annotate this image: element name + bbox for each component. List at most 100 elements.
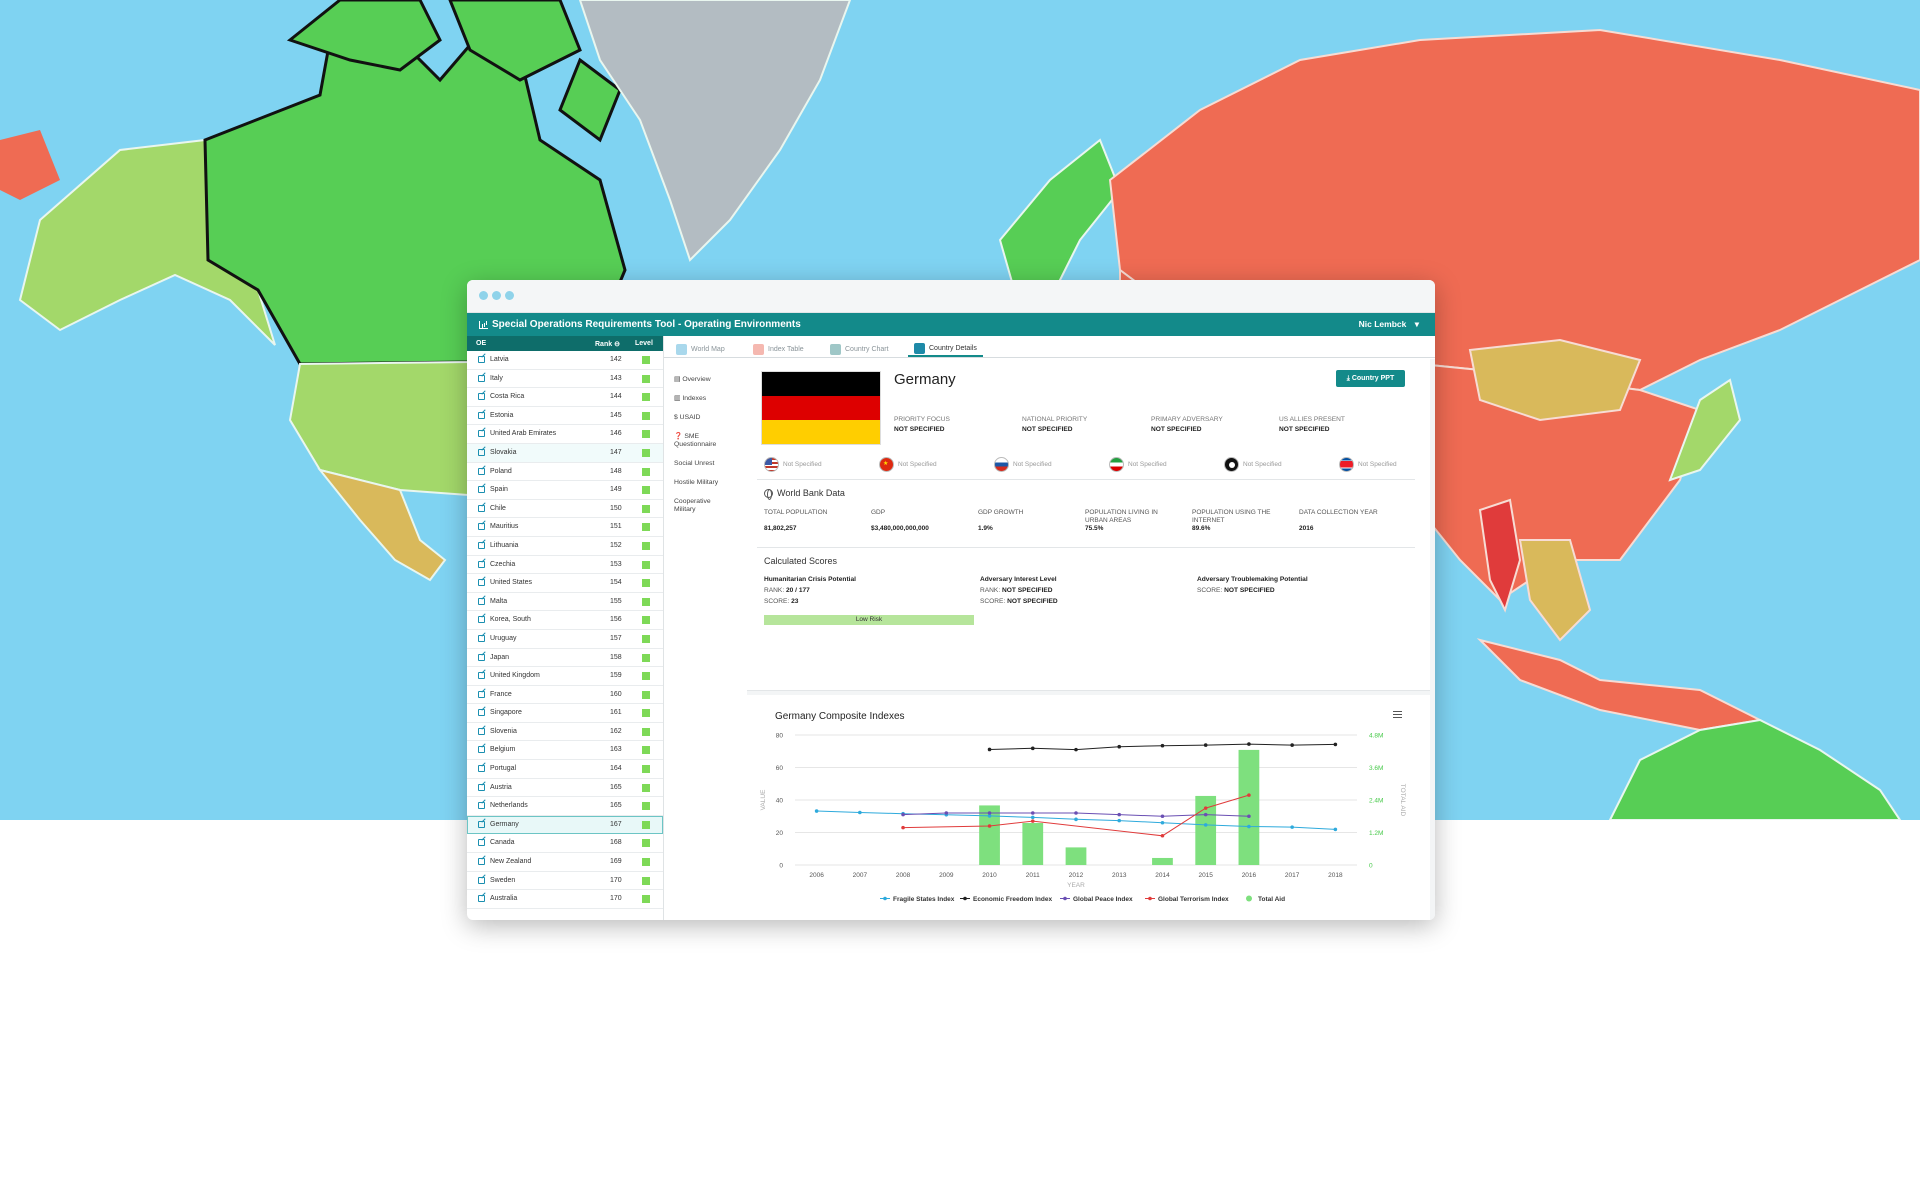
oe-row[interactable]: Singapore 161 [467, 704, 663, 723]
menu-item-social-unrest[interactable]: Social Unrest [674, 460, 715, 467]
edit-icon[interactable] [478, 690, 485, 698]
edit-icon[interactable] [478, 783, 485, 791]
menu-item-hostile-military[interactable]: Hostile Military [674, 479, 719, 486]
edit-icon[interactable] [478, 709, 485, 717]
edit-icon[interactable] [478, 597, 485, 605]
oe-row[interactable]: France 160 [467, 686, 663, 705]
tab-country-details[interactable]: Country Details [908, 341, 983, 357]
edit-icon[interactable] [478, 430, 485, 438]
tab-country-chart[interactable]: Country Chart [824, 341, 895, 357]
oe-row[interactable]: New Zealand 169 [467, 853, 663, 872]
oe-level-indicator [642, 560, 650, 569]
oe-level-indicator [642, 467, 650, 476]
edit-icon[interactable] [478, 486, 485, 494]
edit-icon[interactable] [478, 541, 485, 549]
oe-row[interactable]: Estonia 145 [467, 407, 663, 426]
edit-icon[interactable] [478, 858, 485, 866]
edit-icon[interactable] [478, 504, 485, 512]
oe-row[interactable]: Czechia 153 [467, 556, 663, 575]
edit-icon[interactable] [478, 895, 485, 903]
edit-icon[interactable] [478, 560, 485, 568]
oe-rank: 145 [610, 411, 622, 419]
y-tick-label: 40 [776, 798, 784, 805]
y2-tick-label: 2.4M [1369, 798, 1383, 805]
edit-icon[interactable] [478, 616, 485, 624]
oe-row[interactable]: Germany 167 [467, 815, 663, 835]
column-header-level[interactable]: Level [635, 340, 653, 347]
oe-row[interactable]: Spain 149 [467, 481, 663, 500]
oe-country-name: Australia [490, 895, 518, 903]
oe-row[interactable]: Australia 170 [467, 890, 663, 909]
oe-row[interactable]: Japan 158 [467, 649, 663, 668]
tab-world-map[interactable]: World Map [670, 341, 731, 357]
map-region-russia-west [0, 130, 60, 200]
oe-row[interactable]: Austria 165 [467, 779, 663, 798]
point-global-terrorism-index [1247, 793, 1251, 797]
edit-icon[interactable] [478, 467, 485, 475]
bar-chart-icon [479, 320, 488, 329]
oe-row[interactable]: Belgium 163 [467, 741, 663, 761]
oe-row[interactable]: Costa Rica 144 [467, 388, 663, 407]
point-global-peace-index [1030, 811, 1035, 815]
menu-item-indexes[interactable]: ▥ Indexes [674, 395, 707, 402]
point-economic-freedom-index [1290, 743, 1294, 747]
edit-icon[interactable] [478, 411, 485, 419]
oe-row[interactable]: Poland 148 [467, 463, 663, 482]
edit-icon[interactable] [478, 746, 485, 754]
oe-row[interactable]: Lithuania 152 [467, 537, 663, 556]
window-close-dot[interactable] [479, 291, 488, 300]
edit-icon[interactable] [478, 448, 485, 456]
oe-row[interactable]: Canada 168 [467, 834, 663, 854]
oe-rank: 153 [610, 560, 622, 568]
edit-icon[interactable] [478, 579, 485, 587]
edit-icon[interactable] [478, 393, 485, 401]
oe-row[interactable]: Portugal 164 [467, 760, 663, 779]
oe-rank: 146 [610, 430, 622, 438]
edit-icon[interactable] [478, 727, 485, 735]
edit-icon[interactable] [478, 765, 485, 773]
oe-row[interactable]: United Arab Emirates 146 [467, 425, 663, 444]
menu-item-usaid[interactable]: $ USAID [674, 414, 701, 421]
primary-adversary: PRIMARY ADVERSARY NOT SPECIFIED [1151, 416, 1223, 433]
oe-row[interactable]: United Kingdom 159 [467, 667, 663, 686]
edit-icon[interactable] [478, 839, 485, 847]
oe-row[interactable]: Slovenia 162 [467, 723, 663, 742]
oe-row[interactable]: Italy 143 [467, 370, 663, 389]
oe-row[interactable]: Latvia 142 [467, 351, 663, 370]
oe-row[interactable]: Netherlands 165 [467, 797, 663, 816]
edit-icon[interactable] [478, 374, 485, 382]
edit-icon[interactable] [478, 356, 485, 363]
oe-row[interactable]: Mauritius 151 [467, 518, 663, 537]
user-menu[interactable]: Nic Lembck ▾ [1359, 319, 1419, 330]
edit-icon[interactable] [478, 876, 485, 884]
oe-row[interactable]: Uruguay 157 [467, 630, 663, 649]
app-brand[interactable]: Special Operations Requirements Tool - O… [479, 319, 801, 330]
menu-item-cooperative-military[interactable]: Cooperative Military [674, 498, 711, 513]
column-header-oe[interactable]: OE [476, 340, 487, 347]
oe-row[interactable]: Sweden 170 [467, 872, 663, 891]
oe-row[interactable]: Korea, South 156 [467, 611, 663, 630]
edit-icon[interactable] [478, 802, 485, 810]
oe-row[interactable]: Chile 150 [467, 500, 663, 519]
edit-icon[interactable] [478, 523, 485, 531]
bar-total-aid [979, 805, 1000, 865]
edit-icon[interactable] [478, 634, 485, 642]
edit-icon[interactable] [478, 653, 485, 661]
oe-row[interactable]: United States 154 [467, 574, 663, 593]
chart-menu-icon[interactable] [1393, 711, 1402, 718]
oe-country-name: Slovakia [490, 448, 517, 456]
menu-item-overview[interactable]: ▤ Overview [674, 376, 711, 383]
map-region-japan [1668, 378, 1742, 482]
oe-row[interactable]: Slovakia 147 [467, 443, 663, 463]
window-minimize-dot[interactable] [492, 291, 501, 300]
country-ppt-button[interactable]: ⤓ Country PPT [1336, 370, 1405, 387]
menu-item-sme-questionnaire[interactable]: ❓ SME Questionnaire [674, 433, 717, 448]
oe-rank: 147 [610, 448, 622, 456]
edit-icon[interactable] [478, 672, 485, 680]
oe-row[interactable]: Malta 155 [467, 593, 663, 612]
oe-rank: 168 [610, 839, 622, 847]
column-header-rank[interactable]: Rank ⊖ [595, 341, 620, 348]
tab-index-table[interactable]: Index Table [747, 341, 810, 357]
window-maximize-dot[interactable] [505, 291, 514, 300]
edit-icon[interactable] [478, 820, 485, 828]
